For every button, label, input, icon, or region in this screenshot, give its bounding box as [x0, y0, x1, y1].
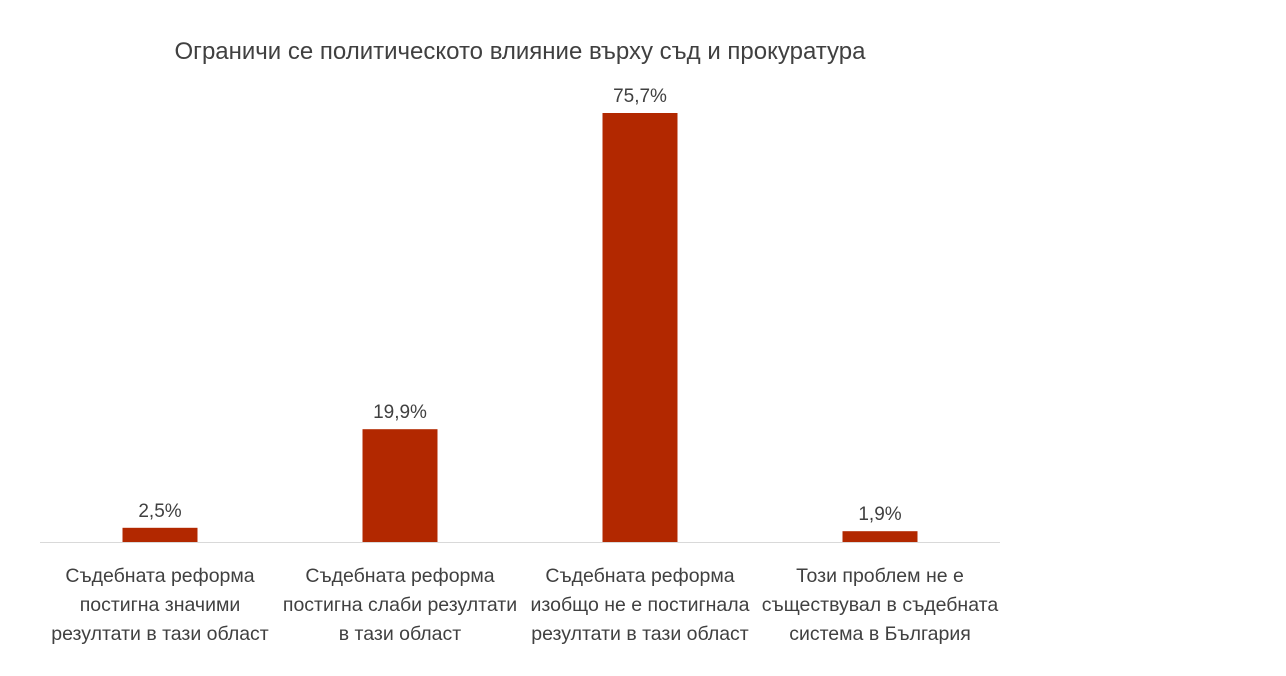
value-label-4: 1,9%: [858, 504, 901, 525]
bar-2: [362, 429, 438, 542]
bar-4: [842, 531, 918, 542]
category-label-4: Този проблем не е съществувал в съдебнат…: [761, 565, 999, 645]
category-label-1: Съдебната реформа постигна значими резул…: [51, 565, 269, 645]
chart-title: Ограничи се политическото влияние върху …: [174, 38, 866, 65]
category-label-3: Съдебната реформа изобщо не е постигнала…: [530, 565, 750, 645]
value-labels-group: 2,5% 19,9% 75,7% 1,9%: [138, 86, 901, 525]
category-label-2: Съдебната реформа постигна слаби резулта…: [282, 565, 518, 645]
value-label-3: 75,7%: [613, 86, 667, 107]
bar-3: [602, 113, 678, 542]
value-label-2: 19,9%: [373, 402, 427, 423]
value-label-1: 2,5%: [138, 501, 181, 522]
bar-1: [122, 527, 198, 542]
bars-group: [122, 113, 918, 542]
